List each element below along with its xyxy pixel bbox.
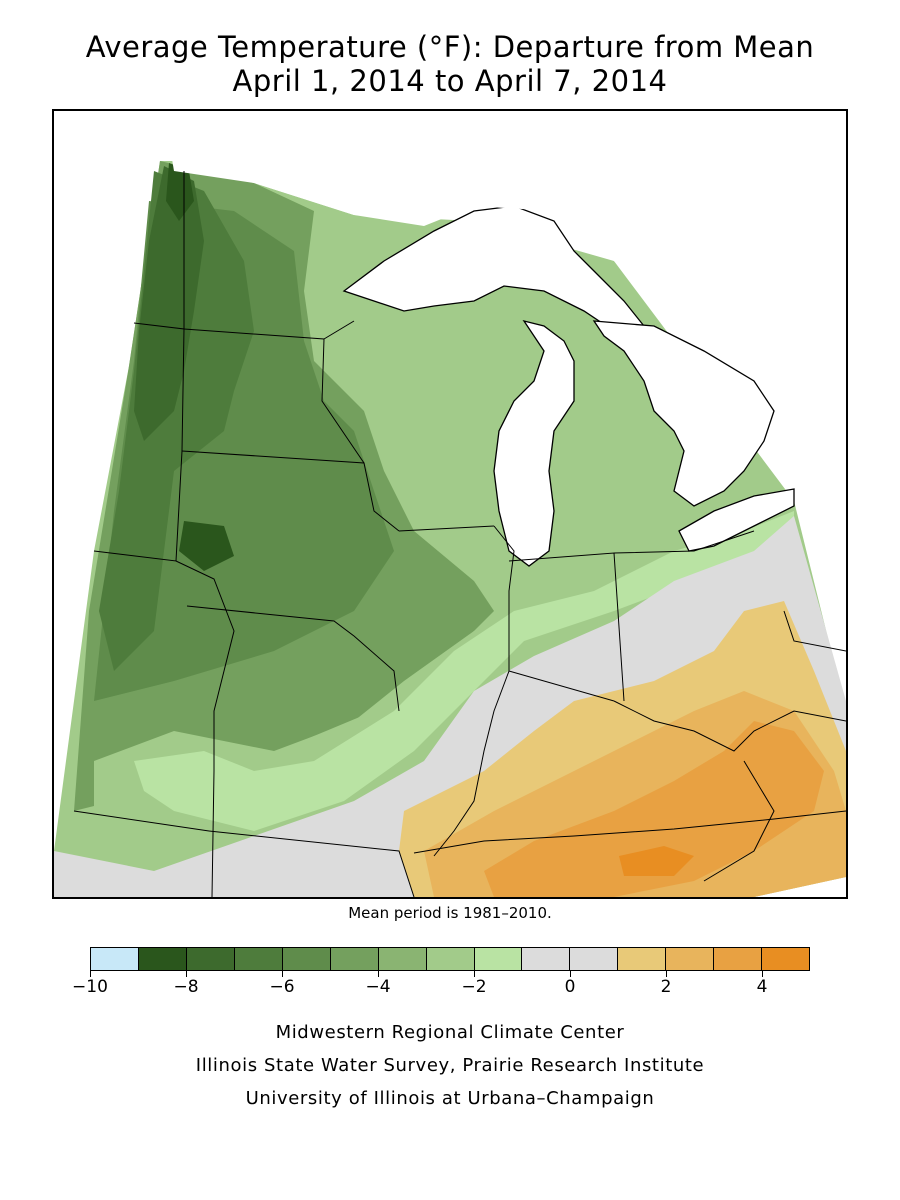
lake-huron: [592, 320, 775, 507]
zone-minus-8-iowa: [179, 521, 234, 571]
legend-tick-label: 0: [564, 977, 576, 997]
legend-tick-mark: [474, 971, 475, 977]
legend-swatch: [522, 948, 571, 970]
legend-tick-label: −10: [72, 977, 108, 997]
zone-minus-8: [166, 163, 194, 221]
legend-swatch: [570, 948, 619, 970]
legend-tick-mark: [378, 971, 379, 977]
map-canvas: [54, 111, 846, 897]
zone-minus-7: [134, 166, 204, 441]
legend-tick-mark: [90, 971, 91, 977]
departure-map: [52, 109, 848, 899]
legend-swatch: [378, 948, 427, 970]
legend-tick-label: −2: [461, 977, 487, 997]
legend-tick-mark: [666, 971, 667, 977]
credit-uiuc: University of Illinois at Urbana–Champai…: [245, 1088, 655, 1109]
legend-swatch: [186, 948, 235, 970]
credit-mrcc: Midwestern Regional Climate Center: [275, 1022, 625, 1043]
legend-tick-mark: [186, 971, 187, 977]
map-title: Average Temperature (°F): Departure from…: [85, 30, 815, 64]
lake-erie: [678, 488, 795, 552]
legend-swatch: [762, 948, 810, 970]
legend-tick-label: 2: [660, 977, 672, 997]
legend-tick-mark: [282, 971, 283, 977]
state-borders: [73, 171, 846, 897]
legend-swatch: [714, 948, 763, 970]
credit-isws: Illinois State Water Survey, Prairie Res…: [195, 1055, 705, 1076]
legend-swatch: [666, 948, 715, 970]
legend-swatch: [330, 948, 379, 970]
legend-swatch: [618, 948, 667, 970]
legend-tick-label: −8: [173, 977, 199, 997]
legend-tick-label: −6: [269, 977, 295, 997]
legend-swatch: [474, 948, 523, 970]
legend-swatch: [91, 948, 139, 970]
canada-region: [164, 111, 846, 371]
zone-minus-2: [134, 511, 794, 831]
map-date-range: April 1, 2014 to April 7, 2014: [232, 64, 668, 98]
legend-swatch: [426, 948, 475, 970]
legend-tick-label: 4: [756, 977, 768, 997]
legend-swatch: [282, 948, 331, 970]
zone-plus-3: [484, 721, 824, 897]
zone-plus-4: [619, 846, 694, 876]
mean-period-note: Mean period is 1981–2010.: [348, 904, 552, 922]
legend-tick-mark: [570, 971, 571, 977]
legend-tick-mark: [762, 971, 763, 977]
legend-tick-label: −4: [365, 977, 391, 997]
zone-minus-6: [99, 171, 254, 671]
legend-color-bar: [90, 947, 810, 971]
legend-swatch: [234, 948, 283, 970]
legend-swatch: [138, 948, 187, 970]
